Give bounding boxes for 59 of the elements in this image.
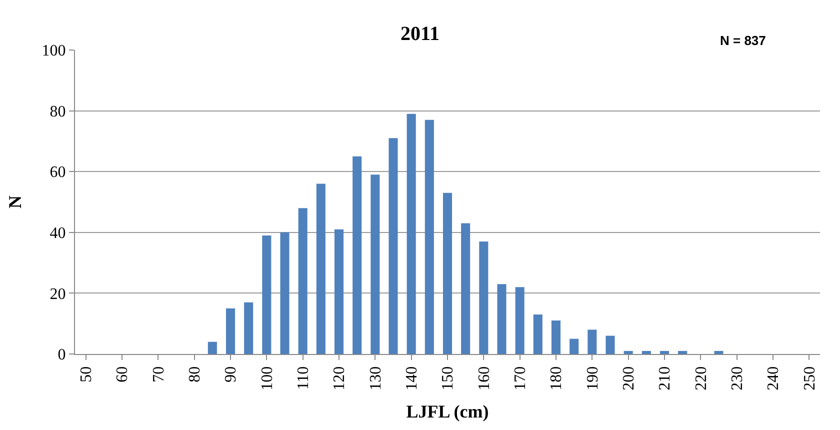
- y-tick-label: 0: [58, 346, 66, 364]
- x-tick-label: 80: [186, 366, 204, 382]
- bar: [642, 350, 651, 354]
- x-tick-label: 190: [584, 366, 602, 390]
- x-tick-label: 210: [656, 366, 674, 390]
- bar: [370, 174, 380, 354]
- chart-title: 2011: [400, 22, 440, 45]
- bar: [678, 350, 688, 354]
- y-axis-title: N: [5, 196, 25, 208]
- x-tick-label: 50: [78, 366, 96, 382]
- bar: [442, 192, 452, 354]
- bar: [244, 302, 254, 354]
- bar: [606, 336, 615, 354]
- bar: [660, 350, 670, 354]
- bar: [515, 287, 524, 354]
- x-tick-label: 230: [729, 366, 746, 390]
- x-tick-label: 170: [512, 366, 530, 390]
- bar: [298, 208, 308, 354]
- x-tick-label: 90: [222, 366, 240, 382]
- bar: [461, 223, 470, 354]
- x-tick-label: 220: [692, 366, 710, 390]
- bar: [551, 320, 561, 354]
- x-tick-label: 70: [150, 366, 168, 382]
- bar: [208, 342, 217, 354]
- x-tick-label: 110: [295, 366, 312, 390]
- y-tick-label: 80: [50, 103, 66, 120]
- x-tick-label: 160: [476, 366, 493, 390]
- bar: [388, 138, 398, 354]
- bar: [352, 156, 362, 354]
- x-tick-label: 200: [620, 366, 638, 390]
- bar: [262, 235, 272, 354]
- text: N = 837: [720, 33, 766, 48]
- y-tick-label: 40: [50, 225, 66, 242]
- x-tick-label: 60: [114, 366, 132, 382]
- y-tick-label: 100: [42, 42, 66, 60]
- x-tick-label: 100: [258, 366, 276, 390]
- x-tick-label: 180: [548, 366, 566, 390]
- x-tick-label: 240: [765, 366, 782, 390]
- bar: [226, 308, 236, 354]
- bar: [570, 338, 579, 354]
- bar: [406, 114, 416, 354]
- bar: [479, 242, 488, 354]
- x-axis-title: LJFL (cm): [406, 402, 489, 422]
- bar: [533, 314, 542, 354]
- bar: [280, 232, 290, 354]
- bar: [714, 350, 724, 354]
- x-tick-label: 150: [440, 366, 457, 390]
- bar: [424, 120, 434, 354]
- x-tick-label: 120: [331, 366, 348, 390]
- y-tick-label: 20: [50, 286, 66, 303]
- x-tick-label: 140: [404, 366, 421, 390]
- bar: [316, 184, 326, 354]
- bar: [624, 350, 633, 354]
- x-tick-label: 130: [367, 366, 384, 390]
- bar: [588, 330, 597, 354]
- x-tick-label: 250: [801, 366, 818, 390]
- bar: [497, 284, 506, 354]
- y-tick-label: 60: [50, 164, 66, 182]
- bar: [334, 229, 344, 354]
